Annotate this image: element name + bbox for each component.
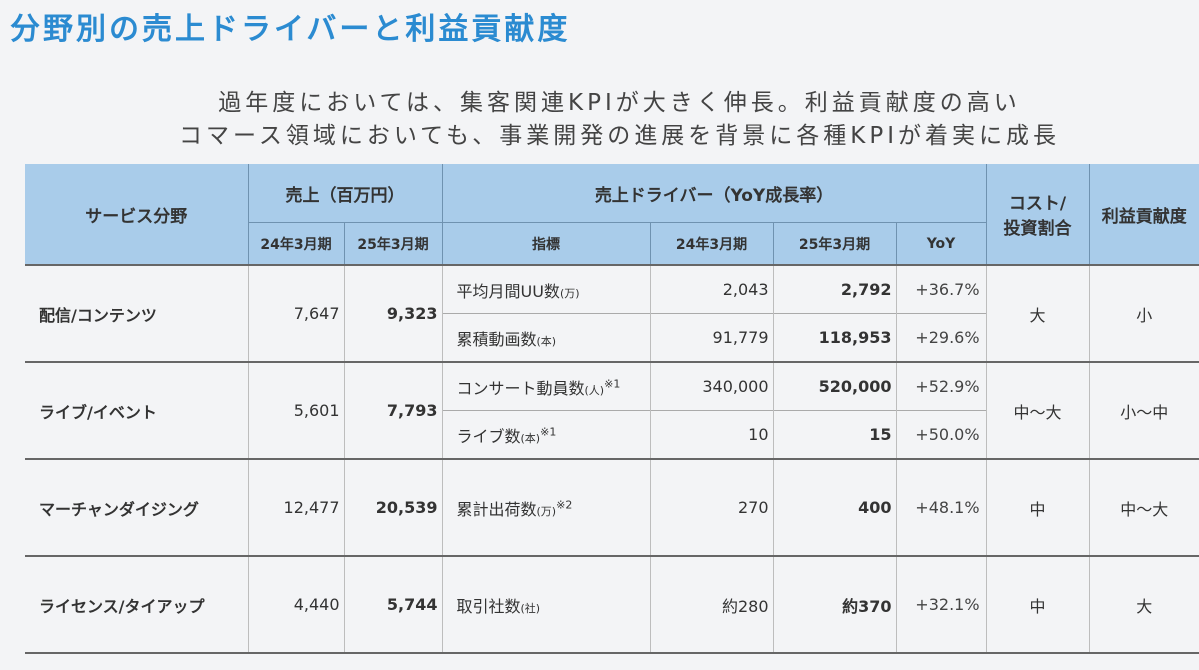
- service-name: ライブ/イベント: [25, 361, 248, 459]
- metric-name: 取引社数(社): [441, 555, 650, 654]
- metric-yoy: +48.1%: [895, 458, 987, 556]
- metric-unit: (社): [520, 601, 541, 615]
- header-drivers: 売上ドライバー（YoY成長率）: [441, 164, 987, 223]
- metric-fy24: 340,000: [649, 361, 773, 411]
- kpi-table: サービス分野 売上（百万円） 売上ドライバー（YoY成長率） コスト/ 投資割合…: [25, 164, 1199, 654]
- header-fy25: 25年3月期: [343, 222, 443, 265]
- sales-fy24: 5,601: [247, 361, 344, 459]
- cost-ratio: 中〜大: [985, 361, 1090, 459]
- metric-label: 累積動画数: [456, 329, 537, 349]
- metric-name: 平均月間UU数(万): [441, 264, 650, 314]
- header-yoy: YoY: [895, 222, 987, 265]
- sales-fy25: 20,539: [343, 458, 442, 556]
- metric-name: コンサート動員数(人)※1: [441, 361, 650, 411]
- footnote-mark: ※2: [556, 498, 573, 512]
- profit-contribution: 小: [1088, 264, 1199, 362]
- metric-fy24: 270: [649, 458, 773, 556]
- metric-fy24: 10: [649, 410, 773, 459]
- metric-fy25: 118,953: [772, 313, 896, 362]
- metric-fy25: 約370: [772, 555, 896, 654]
- service-name: マーチャンダイジング: [25, 458, 248, 556]
- metric-fy25: 2,792: [772, 264, 896, 314]
- footnote-mark: ※1: [604, 377, 621, 391]
- subtitle-line-1: 過年度においては、集客関連KPIが大きく伸長。利益貢献度の高い: [218, 90, 1021, 116]
- service-name: ライセンス/タイアップ: [25, 555, 248, 654]
- metric-label: コンサート動員数: [456, 378, 585, 398]
- metric-fy24: 2,043: [649, 264, 773, 314]
- metric-name: ライブ数(本)※1: [441, 410, 650, 459]
- header-cost-line1: コスト/: [1008, 194, 1067, 214]
- metric-yoy: +36.7%: [895, 264, 987, 314]
- subtitle-line-2: コマース領域においても、事業開発の進展を背景に各種KPIが着実に成長: [178, 123, 1061, 149]
- metric-yoy: +32.1%: [895, 555, 987, 654]
- sales-fy24: 12,477: [247, 458, 344, 556]
- table-row: 配信/コンテンツ 7,647 9,323 平均月間UU数(万) 2,043 2,…: [25, 264, 1199, 362]
- table-row: ライブ/イベント 5,601 7,793 コンサート動員数(人)※1 340,0…: [25, 361, 1199, 459]
- header-service: サービス分野: [25, 164, 249, 265]
- metric-label: 平均月間UU数: [456, 281, 560, 301]
- footnote-mark: ※1: [540, 425, 557, 439]
- metric-unit: (本): [536, 334, 557, 348]
- metric-unit: (本): [520, 431, 541, 445]
- metric-yoy: +50.0%: [895, 410, 987, 459]
- profit-contribution: 小〜中: [1088, 361, 1199, 459]
- header-sales: 売上（百万円）: [247, 164, 443, 223]
- metric-fy24: 91,779: [649, 313, 773, 362]
- header-profit: 利益貢献度: [1088, 164, 1199, 265]
- sales-fy24: 4,440: [247, 555, 344, 654]
- metric-label: 取引社数: [456, 596, 521, 616]
- table-row: 累積動画数(本) 91,779 118,953 +29.6%: [25, 313, 1199, 362]
- sales-fy24: 7,647: [247, 264, 344, 362]
- table-row: ライセンス/タイアップ 4,440 5,744 取引社数(社) 約280 約37…: [25, 555, 1199, 654]
- cost-ratio: 大: [985, 264, 1090, 362]
- sales-fy25: 9,323: [343, 264, 442, 362]
- metric-unit: (万): [536, 504, 557, 518]
- metric-unit: (万): [559, 286, 580, 300]
- page-title: 分野別の売上ドライバーと利益貢献度: [10, 12, 571, 47]
- header-metric: 指標: [441, 222, 651, 265]
- metric-yoy: +29.6%: [895, 313, 987, 362]
- header-fy24: 24年3月期: [247, 222, 345, 265]
- metric-label: 累計出荷数: [456, 499, 537, 519]
- sales-fy25: 7,793: [343, 361, 442, 459]
- metric-unit: (人): [584, 383, 605, 397]
- service-name: 配信/コンテンツ: [25, 264, 248, 362]
- profit-contribution: 中〜大: [1088, 458, 1199, 556]
- metric-fy25: 520,000: [772, 361, 896, 411]
- header-driver-fy25: 25年3月期: [772, 222, 897, 265]
- metric-name: 累積動画数(本): [441, 313, 650, 362]
- header-cost-line2: 投資割合: [1003, 219, 1072, 239]
- header-driver-fy24: 24年3月期: [649, 222, 774, 265]
- metric-label: ライブ数: [456, 426, 521, 446]
- table-row: マーチャンダイジング 12,477 20,539 累計出荷数(万)※2 270 …: [25, 458, 1199, 556]
- header-cost: コスト/ 投資割合: [985, 164, 1090, 265]
- profit-contribution: 大: [1088, 555, 1199, 654]
- sales-fy25: 5,744: [343, 555, 442, 654]
- metric-fy24: 約280: [649, 555, 773, 654]
- metric-yoy: +52.9%: [895, 361, 987, 411]
- cost-ratio: 中: [985, 458, 1090, 556]
- metric-name: 累計出荷数(万)※2: [441, 458, 650, 556]
- metric-fy25: 15: [772, 410, 896, 459]
- cost-ratio: 中: [985, 555, 1090, 654]
- table-row: ライブ数(本)※1 10 15 +50.0%: [25, 410, 1199, 459]
- metric-fy25: 400: [772, 458, 896, 556]
